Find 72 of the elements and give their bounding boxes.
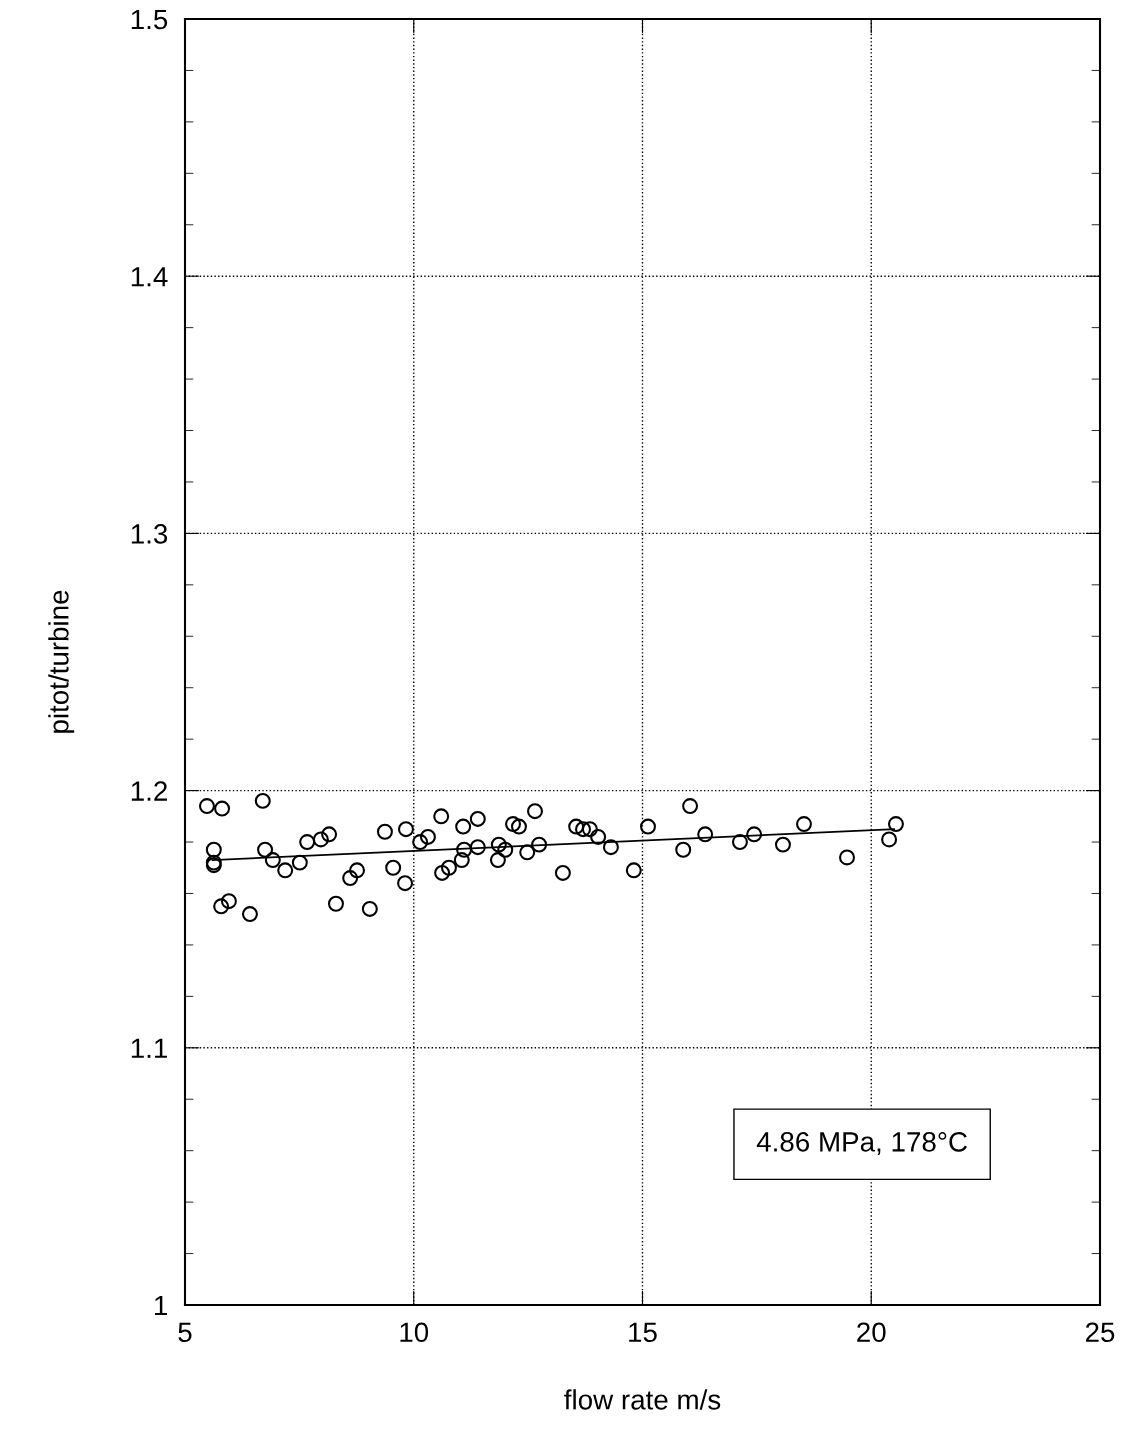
x-tick-label: 20 [857,1322,886,1343]
point [397,821,414,838]
point [796,816,812,833]
point [455,818,472,835]
point [497,841,514,858]
point [241,906,258,923]
point [299,834,316,851]
point [568,818,585,835]
point [531,836,548,853]
point [510,818,527,835]
point [434,864,451,881]
point [361,900,378,917]
point [746,826,763,843]
point [291,854,308,871]
x-tick-label: 15 [629,1322,657,1343]
point [412,834,429,851]
point [640,818,656,835]
y-axis-title: pitot/turbine [48,590,75,733]
point [440,859,457,876]
y-tick-label: 1.5 [131,9,168,30]
point [205,841,222,858]
point [731,834,748,851]
point [527,803,543,820]
point [575,821,592,838]
y-tick-label: 1 [155,1295,167,1316]
point [505,816,522,833]
point [264,852,281,869]
annotation: 4.86 MPa, 178°C [756,1132,967,1155]
point [453,852,470,869]
point [213,898,230,915]
point [342,870,359,887]
point [456,841,473,858]
point [489,852,506,869]
point [257,841,274,858]
point [327,895,344,912]
point [349,862,365,879]
point [469,839,486,856]
point [376,823,393,840]
point [590,828,607,845]
x-tick-label: 10 [400,1322,429,1343]
point [554,864,571,881]
y-tick-label: 1.3 [131,524,168,544]
point [469,810,486,827]
point [697,826,714,843]
point [419,828,436,845]
x-axis-title: flow rate m/s [564,1389,721,1410]
point [839,849,855,866]
point [321,826,338,843]
y-tick-label: 1.4 [131,267,168,287]
point [397,875,414,892]
point [581,821,598,838]
point [602,839,619,856]
point [682,798,699,815]
point [887,816,904,833]
y-tick-label: 1.2 [131,781,167,801]
point [433,808,450,825]
x-tick-label: 25 [1085,1322,1115,1343]
point [220,893,237,910]
point [214,800,231,817]
point [675,841,692,858]
point [277,862,294,879]
point [312,831,329,848]
point [385,859,402,876]
y-tick-label: 1.1 [131,1038,167,1058]
point [881,831,898,848]
x-tick-label: 5 [178,1322,192,1343]
point [519,844,536,861]
point [774,836,791,853]
point [254,792,271,809]
point [198,798,215,815]
point [490,836,507,853]
point [625,862,642,879]
